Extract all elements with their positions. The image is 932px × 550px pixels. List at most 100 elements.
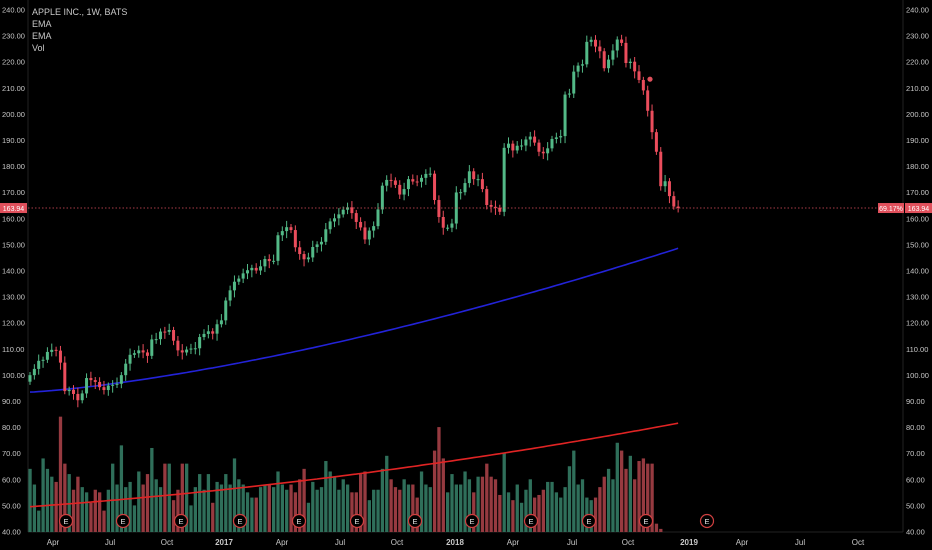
- volume-bar: [45, 468, 50, 532]
- candle-body: [667, 181, 671, 197]
- earnings-marker: [638, 513, 654, 529]
- volume-bar: [363, 471, 367, 532]
- legend-volume[interactable]: Vol: [32, 43, 45, 53]
- candle-body: [50, 349, 54, 352]
- volume-bar: [572, 450, 576, 532]
- legend-symbol[interactable]: APPLE INC., 1W, BATS: [32, 7, 128, 17]
- y-tick-right-label: 190.00: [906, 136, 929, 145]
- volume-bar: [154, 479, 158, 532]
- candle-body: [215, 324, 219, 334]
- earnings-marker-label: E: [586, 517, 591, 526]
- volume-bar: [280, 484, 284, 532]
- earnings-marker: [464, 513, 480, 529]
- candle-body: [476, 179, 480, 181]
- candle-body: [376, 209, 380, 227]
- y-tick-left-label: 50.00: [2, 501, 21, 510]
- price-label-left-box: [0, 203, 27, 214]
- volume-bar: [63, 463, 67, 532]
- earnings-marker-label: E: [412, 517, 417, 526]
- volume-bar: [176, 489, 180, 532]
- legend-ema-price[interactable]: EMA: [32, 19, 52, 29]
- y-tick-right-label: 170.00: [906, 188, 929, 197]
- volume-bar: [633, 479, 637, 532]
- volume-bar: [376, 489, 380, 532]
- volume-bar: [567, 466, 572, 532]
- legend-ema-volume[interactable]: EMA: [32, 31, 52, 41]
- volume-bar: [102, 510, 106, 532]
- x-tick-label: 2017: [215, 538, 233, 547]
- y-tick-left-label: 210.00: [2, 84, 25, 93]
- candle-body: [385, 179, 389, 186]
- y-tick-left-label: 90.00: [2, 397, 21, 406]
- volume-bar: [528, 479, 532, 532]
- volume-bar: [128, 481, 132, 532]
- candle-body: [402, 189, 406, 195]
- volume-bar: [454, 484, 458, 532]
- volume-bar: [498, 494, 502, 532]
- volume-bar: [459, 484, 463, 532]
- candle-body: [389, 179, 393, 181]
- volume-bar: [54, 481, 58, 532]
- candle-body: [102, 387, 106, 391]
- candle-body: [41, 359, 45, 361]
- volume-bar: [276, 471, 280, 532]
- candle-body: [511, 143, 515, 151]
- volume-bar: [93, 489, 97, 532]
- earnings-marker: [291, 513, 307, 529]
- volume-bar: [115, 484, 119, 532]
- earnings-marker: [349, 513, 365, 529]
- candle-body: [363, 227, 367, 240]
- volume-bar: [541, 489, 545, 532]
- candle-body: [176, 340, 180, 351]
- volume-bar: [450, 474, 454, 532]
- volume-bar: [158, 487, 163, 532]
- candle-body: [232, 281, 236, 291]
- price-label-left: 163.94: [3, 206, 25, 213]
- y-tick-left-label: 150.00: [2, 240, 25, 249]
- volume-bar: [285, 489, 289, 532]
- candle-body: [520, 145, 524, 147]
- volume-bar: [328, 471, 332, 532]
- volume-bar: [554, 492, 559, 532]
- candle-body: [646, 90, 650, 111]
- volume-bar: [202, 489, 206, 532]
- candle-body: [341, 209, 345, 215]
- candle-body: [180, 350, 184, 353]
- candle-body: [76, 393, 80, 401]
- candle-body: [228, 290, 232, 301]
- volume-bar: [132, 505, 137, 532]
- candle-body: [672, 196, 676, 207]
- candle-body: [624, 42, 628, 64]
- candle-body: [137, 350, 141, 354]
- y-tick-left-label: 180.00: [2, 162, 25, 171]
- candle-body: [132, 353, 136, 355]
- volume-bar: [84, 492, 89, 532]
- candle-body: [85, 378, 89, 394]
- candle-body: [272, 260, 276, 262]
- candle-body: [346, 207, 350, 210]
- candle-body: [659, 151, 663, 187]
- candle-body: [128, 354, 132, 364]
- candle-body: [263, 259, 267, 267]
- candle-body: [98, 381, 102, 388]
- candle-body: [559, 136, 563, 138]
- volume-bar: [428, 487, 432, 532]
- volume-bar: [250, 497, 254, 532]
- volume-bar: [171, 500, 176, 532]
- volume-bar: [372, 489, 376, 532]
- volume-bar: [424, 484, 428, 532]
- ema-volume-line: [29, 422, 679, 508]
- volume-bar: [563, 487, 567, 532]
- y-tick-left-label: 40.00: [2, 528, 21, 537]
- candle-body: [467, 171, 471, 184]
- candle-body: [185, 349, 189, 353]
- candle-body: [415, 181, 419, 183]
- volume-bar: [302, 468, 306, 532]
- volume-bar: [98, 492, 102, 532]
- candle-body: [250, 267, 254, 271]
- candle-body: [58, 350, 62, 363]
- y-tick-right-label: 240.00: [906, 6, 929, 15]
- candle-body: [106, 385, 110, 391]
- volume-bar: [511, 500, 515, 532]
